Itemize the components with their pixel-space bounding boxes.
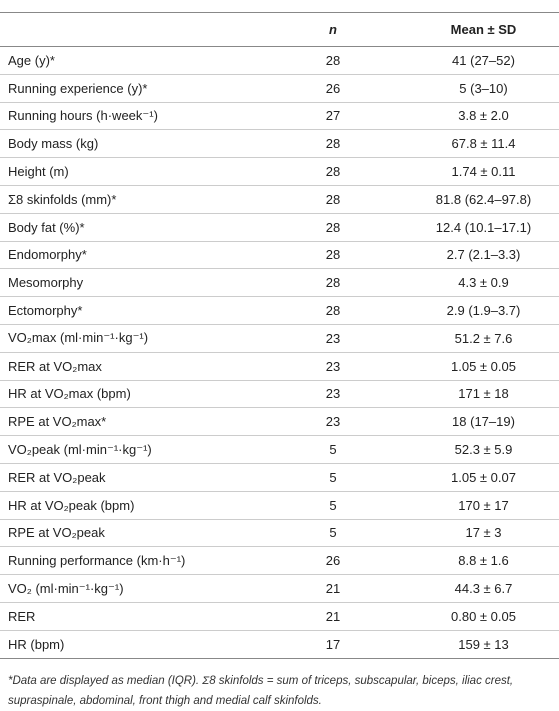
- table-row: Ectomorphy* 28 2.9 (1.9–3.7): [0, 296, 559, 325]
- table-cell: 17: [268, 630, 398, 659]
- table-row: HR (bpm) 17 159 ± 13: [0, 630, 559, 659]
- table-cell: 23: [268, 407, 398, 437]
- table-cell: 17 ± 3: [398, 519, 559, 548]
- table-cell: 4.3 ± 0.9: [398, 268, 559, 298]
- table-cell: 28: [268, 157, 398, 186]
- table-cell: Running hours (h·week⁻¹): [0, 102, 268, 131]
- table-header: n Mean ± SD: [0, 12, 559, 47]
- table-row: Body fat (%)* 28 12.4 (10.1–17.1): [0, 213, 559, 242]
- table-cell: Body mass (kg): [0, 129, 268, 159]
- table-cell: 52.3 ± 5.9: [398, 435, 559, 464]
- table-cell: 5: [268, 435, 398, 464]
- table-cell: 5: [268, 491, 398, 520]
- table-row: Σ8 skinfolds (mm)* 28 81.8 (62.4–97.8): [0, 185, 559, 214]
- table-cell: 23: [268, 324, 398, 353]
- table-cell: 28: [268, 241, 398, 270]
- table-cell: 44.3 ± 6.7: [398, 574, 559, 603]
- table-cell: Running experience (y)*: [0, 74, 268, 103]
- table-cell: VO₂peak (ml·min⁻¹·kg⁻¹): [0, 435, 268, 464]
- table-cell: 28: [268, 268, 398, 298]
- table-cell: 171 ± 18: [398, 380, 559, 409]
- table-cell: 2.9 (1.9–3.7): [398, 296, 559, 325]
- table-row: RPE at VO₂max* 23 18 (17–19): [0, 407, 559, 437]
- table-cell: Body fat (%)*: [0, 213, 268, 242]
- table-cell: Age (y)*: [0, 46, 268, 75]
- table-cell: 28: [268, 46, 398, 75]
- table-cell: 12.4 (10.1–17.1): [398, 213, 559, 242]
- table-cell: 18 (17–19): [398, 407, 559, 437]
- table-row: Age (y)* 28 41 (27–52): [0, 46, 559, 75]
- table-cell: RPE at VO₂peak: [0, 519, 268, 548]
- header-cell: [0, 12, 268, 47]
- table-cell: 26: [268, 546, 398, 576]
- table-cell: 1.74 ± 0.11: [398, 157, 559, 186]
- table-cell: 1.05 ± 0.05: [398, 352, 559, 381]
- table-cell: RER at VO₂peak: [0, 463, 268, 492]
- table-row: Running performance (km·h⁻¹) 26 8.8 ± 1.6: [0, 546, 559, 576]
- table-cell: 28: [268, 213, 398, 242]
- table-cell: 28: [268, 185, 398, 214]
- table-cell: 27: [268, 102, 398, 131]
- footnote: *Data are displayed as median (IQR). Σ8 …: [8, 674, 514, 707]
- table-cell: 41 (27–52): [398, 46, 559, 75]
- table-row: RPE at VO₂peak 5 17 ± 3: [0, 519, 559, 548]
- table-cell: 5: [268, 463, 398, 492]
- table-row: VO₂max (ml·min⁻¹·kg⁻¹) 23 51.2 ± 7.6: [0, 324, 559, 353]
- table-cell: RPE at VO₂max*: [0, 407, 268, 437]
- table-cell: 170 ± 17: [398, 491, 559, 520]
- table-cell: 3.8 ± 2.0: [398, 102, 559, 131]
- table-cell: 67.8 ± 11.4: [398, 129, 559, 159]
- table-row: Height (m) 28 1.74 ± 0.11: [0, 157, 559, 186]
- table-cell: 21: [268, 574, 398, 603]
- table-cell: 81.8 (62.4–97.8): [398, 185, 559, 214]
- table-row: Running experience (y)* 26 5 (3–10): [0, 74, 559, 103]
- page: n Mean ± SD Age (y)* 28 41 (27–52) Running …: [0, 12, 559, 707]
- header-row: n Mean ± SD: [0, 12, 559, 47]
- table-cell: RER at VO₂max: [0, 352, 268, 381]
- table-row: Body mass (kg) 28 67.8 ± 11.4: [0, 129, 559, 159]
- table-cell: 23: [268, 352, 398, 381]
- table-cell: 26: [268, 74, 398, 103]
- table-cell: Running performance (km·h⁻¹): [0, 546, 268, 576]
- table-cell: HR (bpm): [0, 630, 268, 659]
- header-cell: n: [268, 12, 398, 47]
- table-cell: Ectomorphy*: [0, 296, 268, 325]
- table-cell: RER: [0, 602, 268, 631]
- table-cell: Mesomorphy: [0, 268, 268, 298]
- table-row: RER 21 0.80 ± 0.05: [0, 602, 559, 631]
- table-row: Endomorphy* 28 2.7 (2.1–3.3): [0, 241, 559, 270]
- table-cell: 28: [268, 129, 398, 159]
- table-cell: 51.2 ± 7.6: [398, 324, 559, 353]
- table-row: Running hours (h·week⁻¹) 27 3.8 ± 2.0: [0, 102, 559, 131]
- table-cell: 5: [268, 519, 398, 548]
- table-row: Mesomorphy 28 4.3 ± 0.9: [0, 268, 559, 298]
- table-cell: 0.80 ± 0.05: [398, 602, 559, 631]
- table-row: VO₂peak (ml·min⁻¹·kg⁻¹) 5 52.3 ± 5.9: [0, 435, 559, 464]
- table-cell: 2.7 (2.1–3.3): [398, 241, 559, 270]
- table-row: RER at VO₂peak 5 1.05 ± 0.07: [0, 463, 559, 492]
- table-cell: 23: [268, 380, 398, 409]
- table-cell: HR at VO₂max (bpm): [0, 380, 268, 409]
- table-row: VO₂ (ml·min⁻¹·kg⁻¹) 21 44.3 ± 6.7: [0, 574, 559, 603]
- table-cell: VO₂ (ml·min⁻¹·kg⁻¹): [0, 574, 268, 603]
- table-cell: 8.8 ± 1.6: [398, 546, 559, 576]
- header-cell: Mean ± SD: [398, 12, 559, 47]
- table-body: Age (y)* 28 41 (27–52) Running experience (…: [0, 46, 559, 659]
- table-cell: 5 (3–10): [398, 74, 559, 103]
- table-cell: 1.05 ± 0.07: [398, 463, 559, 492]
- table-row: RER at VO₂max 23 1.05 ± 0.05: [0, 352, 559, 381]
- table-cell: VO₂max (ml·min⁻¹·kg⁻¹): [0, 324, 268, 353]
- data-table: n Mean ± SD Age (y)* 28 41 (27–52) Running …: [0, 12, 559, 659]
- table-cell: Σ8 skinfolds (mm)*: [0, 185, 268, 214]
- table-cell: 159 ± 13: [398, 630, 559, 659]
- table-cell: 21: [268, 602, 398, 631]
- table-row: HR at VO₂peak (bpm) 5 170 ± 17: [0, 491, 559, 520]
- table-cell: 28: [268, 296, 398, 325]
- table-cell: Height (m): [0, 157, 268, 186]
- table-row: HR at VO₂max (bpm) 23 171 ± 18: [0, 380, 559, 409]
- table-cell: Endomorphy*: [0, 241, 268, 270]
- table-cell: HR at VO₂peak (bpm): [0, 491, 268, 520]
